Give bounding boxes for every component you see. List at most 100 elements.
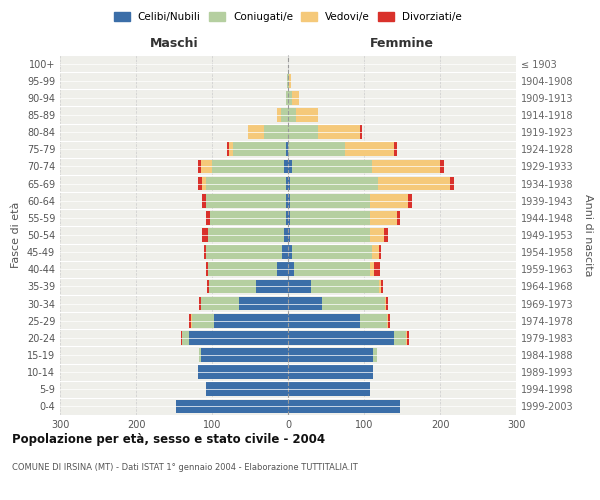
Legend: Celibi/Nubili, Coniugati/e, Vedovi/e, Divorziati/e: Celibi/Nubili, Coniugati/e, Vedovi/e, Di… bbox=[110, 8, 466, 26]
Bar bbox=[233, 142, 286, 156]
Bar bbox=[202, 194, 206, 207]
Bar bbox=[370, 262, 374, 276]
Bar bbox=[199, 176, 202, 190]
Bar bbox=[288, 160, 292, 173]
Bar bbox=[286, 176, 288, 190]
Bar bbox=[394, 331, 406, 344]
Text: Popolazione per età, sesso e stato civile - 2004: Popolazione per età, sesso e stato civil… bbox=[12, 432, 325, 446]
Bar bbox=[379, 280, 381, 293]
Bar bbox=[381, 280, 383, 293]
Bar bbox=[284, 160, 288, 173]
Bar bbox=[208, 262, 277, 276]
Bar bbox=[286, 91, 288, 104]
Bar bbox=[384, 228, 388, 242]
Bar bbox=[286, 211, 288, 224]
Bar bbox=[288, 194, 290, 207]
Bar bbox=[288, 228, 290, 242]
Bar bbox=[292, 160, 371, 173]
Bar bbox=[288, 91, 292, 104]
Bar bbox=[406, 331, 407, 344]
Bar bbox=[288, 142, 345, 156]
Bar bbox=[263, 126, 288, 139]
Bar bbox=[206, 211, 210, 224]
Bar bbox=[360, 314, 387, 328]
Bar bbox=[288, 211, 290, 224]
Bar bbox=[206, 176, 286, 190]
Bar bbox=[371, 246, 379, 259]
Bar bbox=[370, 194, 408, 207]
Bar bbox=[189, 314, 191, 328]
Bar bbox=[294, 262, 370, 276]
Bar bbox=[182, 331, 189, 344]
Bar bbox=[388, 314, 390, 328]
Bar bbox=[199, 348, 200, 362]
Bar bbox=[288, 108, 296, 122]
Bar bbox=[345, 142, 394, 156]
Bar bbox=[288, 126, 319, 139]
Bar bbox=[290, 194, 370, 207]
Bar bbox=[292, 246, 371, 259]
Bar bbox=[248, 126, 263, 139]
Bar bbox=[208, 228, 284, 242]
Y-axis label: Anni di nascita: Anni di nascita bbox=[583, 194, 593, 276]
Bar bbox=[200, 160, 212, 173]
Bar bbox=[319, 126, 360, 139]
Bar bbox=[206, 262, 208, 276]
Bar bbox=[239, 296, 288, 310]
Bar bbox=[210, 211, 286, 224]
Bar bbox=[277, 262, 288, 276]
Bar bbox=[288, 314, 360, 328]
Bar bbox=[209, 280, 256, 293]
Bar bbox=[385, 296, 386, 310]
Bar bbox=[288, 176, 290, 190]
Bar bbox=[360, 126, 362, 139]
Bar bbox=[200, 296, 239, 310]
Bar bbox=[199, 160, 200, 173]
Bar bbox=[288, 331, 394, 344]
Bar bbox=[397, 211, 400, 224]
Bar bbox=[202, 228, 208, 242]
Bar bbox=[408, 194, 412, 207]
Bar bbox=[286, 194, 288, 207]
Bar bbox=[288, 382, 370, 396]
Bar bbox=[387, 314, 388, 328]
Bar bbox=[199, 296, 200, 310]
Bar bbox=[282, 246, 288, 259]
Bar bbox=[290, 176, 377, 190]
Bar bbox=[377, 176, 450, 190]
Bar bbox=[212, 160, 284, 173]
Bar bbox=[208, 280, 209, 293]
Bar bbox=[189, 331, 288, 344]
Bar bbox=[200, 348, 288, 362]
Bar bbox=[288, 280, 311, 293]
Bar bbox=[203, 246, 206, 259]
Bar bbox=[202, 176, 206, 190]
Bar bbox=[176, 400, 288, 413]
Bar bbox=[373, 348, 377, 362]
Bar bbox=[407, 331, 409, 344]
Bar bbox=[227, 142, 229, 156]
Bar bbox=[206, 194, 286, 207]
Bar bbox=[206, 246, 282, 259]
Bar bbox=[292, 91, 299, 104]
Bar bbox=[370, 211, 397, 224]
Bar bbox=[229, 142, 233, 156]
Bar bbox=[286, 142, 288, 156]
Bar bbox=[311, 280, 379, 293]
Bar bbox=[256, 280, 288, 293]
Bar bbox=[214, 314, 288, 328]
Text: Femmine: Femmine bbox=[370, 37, 434, 50]
Text: COMUNE DI IRSINA (MT) - Dati ISTAT 1° gennaio 2004 - Elaborazione TUTTITALIA.IT: COMUNE DI IRSINA (MT) - Dati ISTAT 1° ge… bbox=[12, 462, 358, 471]
Bar bbox=[450, 176, 454, 190]
Bar bbox=[288, 262, 294, 276]
Bar bbox=[386, 296, 388, 310]
Text: Maschi: Maschi bbox=[149, 37, 199, 50]
Bar bbox=[290, 211, 370, 224]
Bar bbox=[277, 108, 281, 122]
Bar bbox=[191, 314, 192, 328]
Bar bbox=[322, 296, 385, 310]
Bar bbox=[370, 228, 384, 242]
Bar bbox=[296, 108, 319, 122]
Bar bbox=[288, 348, 373, 362]
Bar bbox=[281, 108, 288, 122]
